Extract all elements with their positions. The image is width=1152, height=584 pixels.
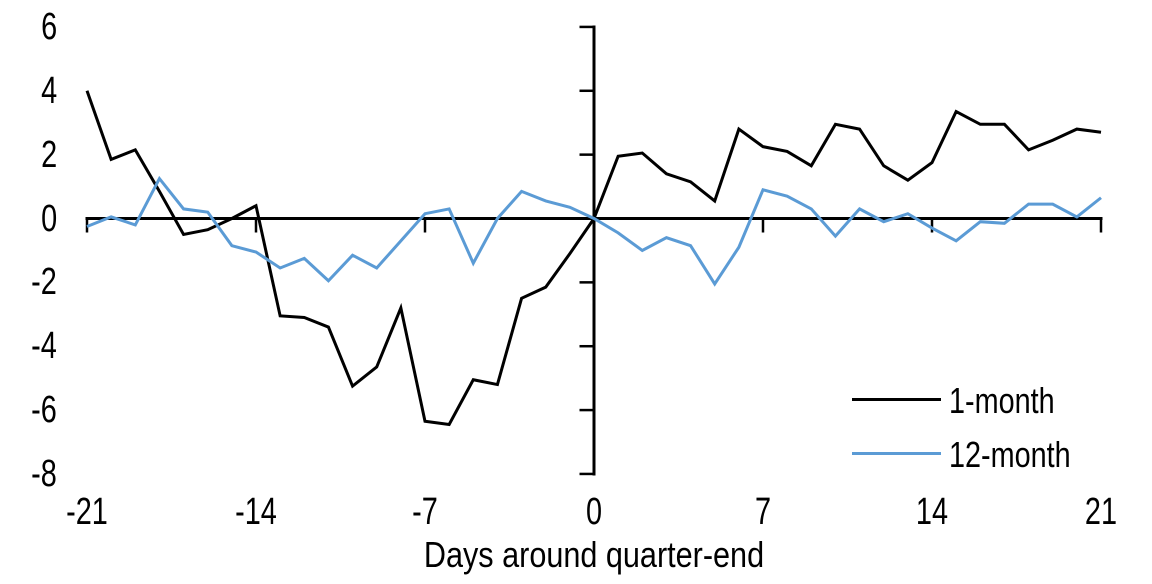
x-axis-label: 7 <box>754 491 772 533</box>
x-axis-label: 14 <box>915 491 949 533</box>
legend-label-1-month: 1-month <box>949 380 1055 421</box>
y-axis-label: -4 <box>31 325 57 368</box>
y-axis-label: -8 <box>31 452 57 495</box>
y-axis-label: 6 <box>40 5 57 48</box>
y-axis-label: -2 <box>31 261 57 304</box>
legend-label-12-month: 12-month <box>949 434 1071 475</box>
series-line-12-month <box>86 175 1102 287</box>
x-axis-label: 21 <box>1084 491 1118 533</box>
x-axis-label: -7 <box>412 491 438 533</box>
x-axis-title: Days around quarter-end <box>423 534 765 575</box>
legend-swatch-1-month <box>852 398 941 401</box>
legend-swatch-12-month <box>852 452 941 455</box>
x-axis-label: -14 <box>235 491 277 533</box>
y-axis-label: 4 <box>40 69 57 112</box>
y-axis-label: 0 <box>40 197 57 240</box>
x-axis-label: 0 <box>585 491 603 533</box>
x-axis-label: -21 <box>66 491 108 533</box>
y-axis-label: -6 <box>31 389 57 432</box>
y-axis-label: 2 <box>40 133 57 176</box>
